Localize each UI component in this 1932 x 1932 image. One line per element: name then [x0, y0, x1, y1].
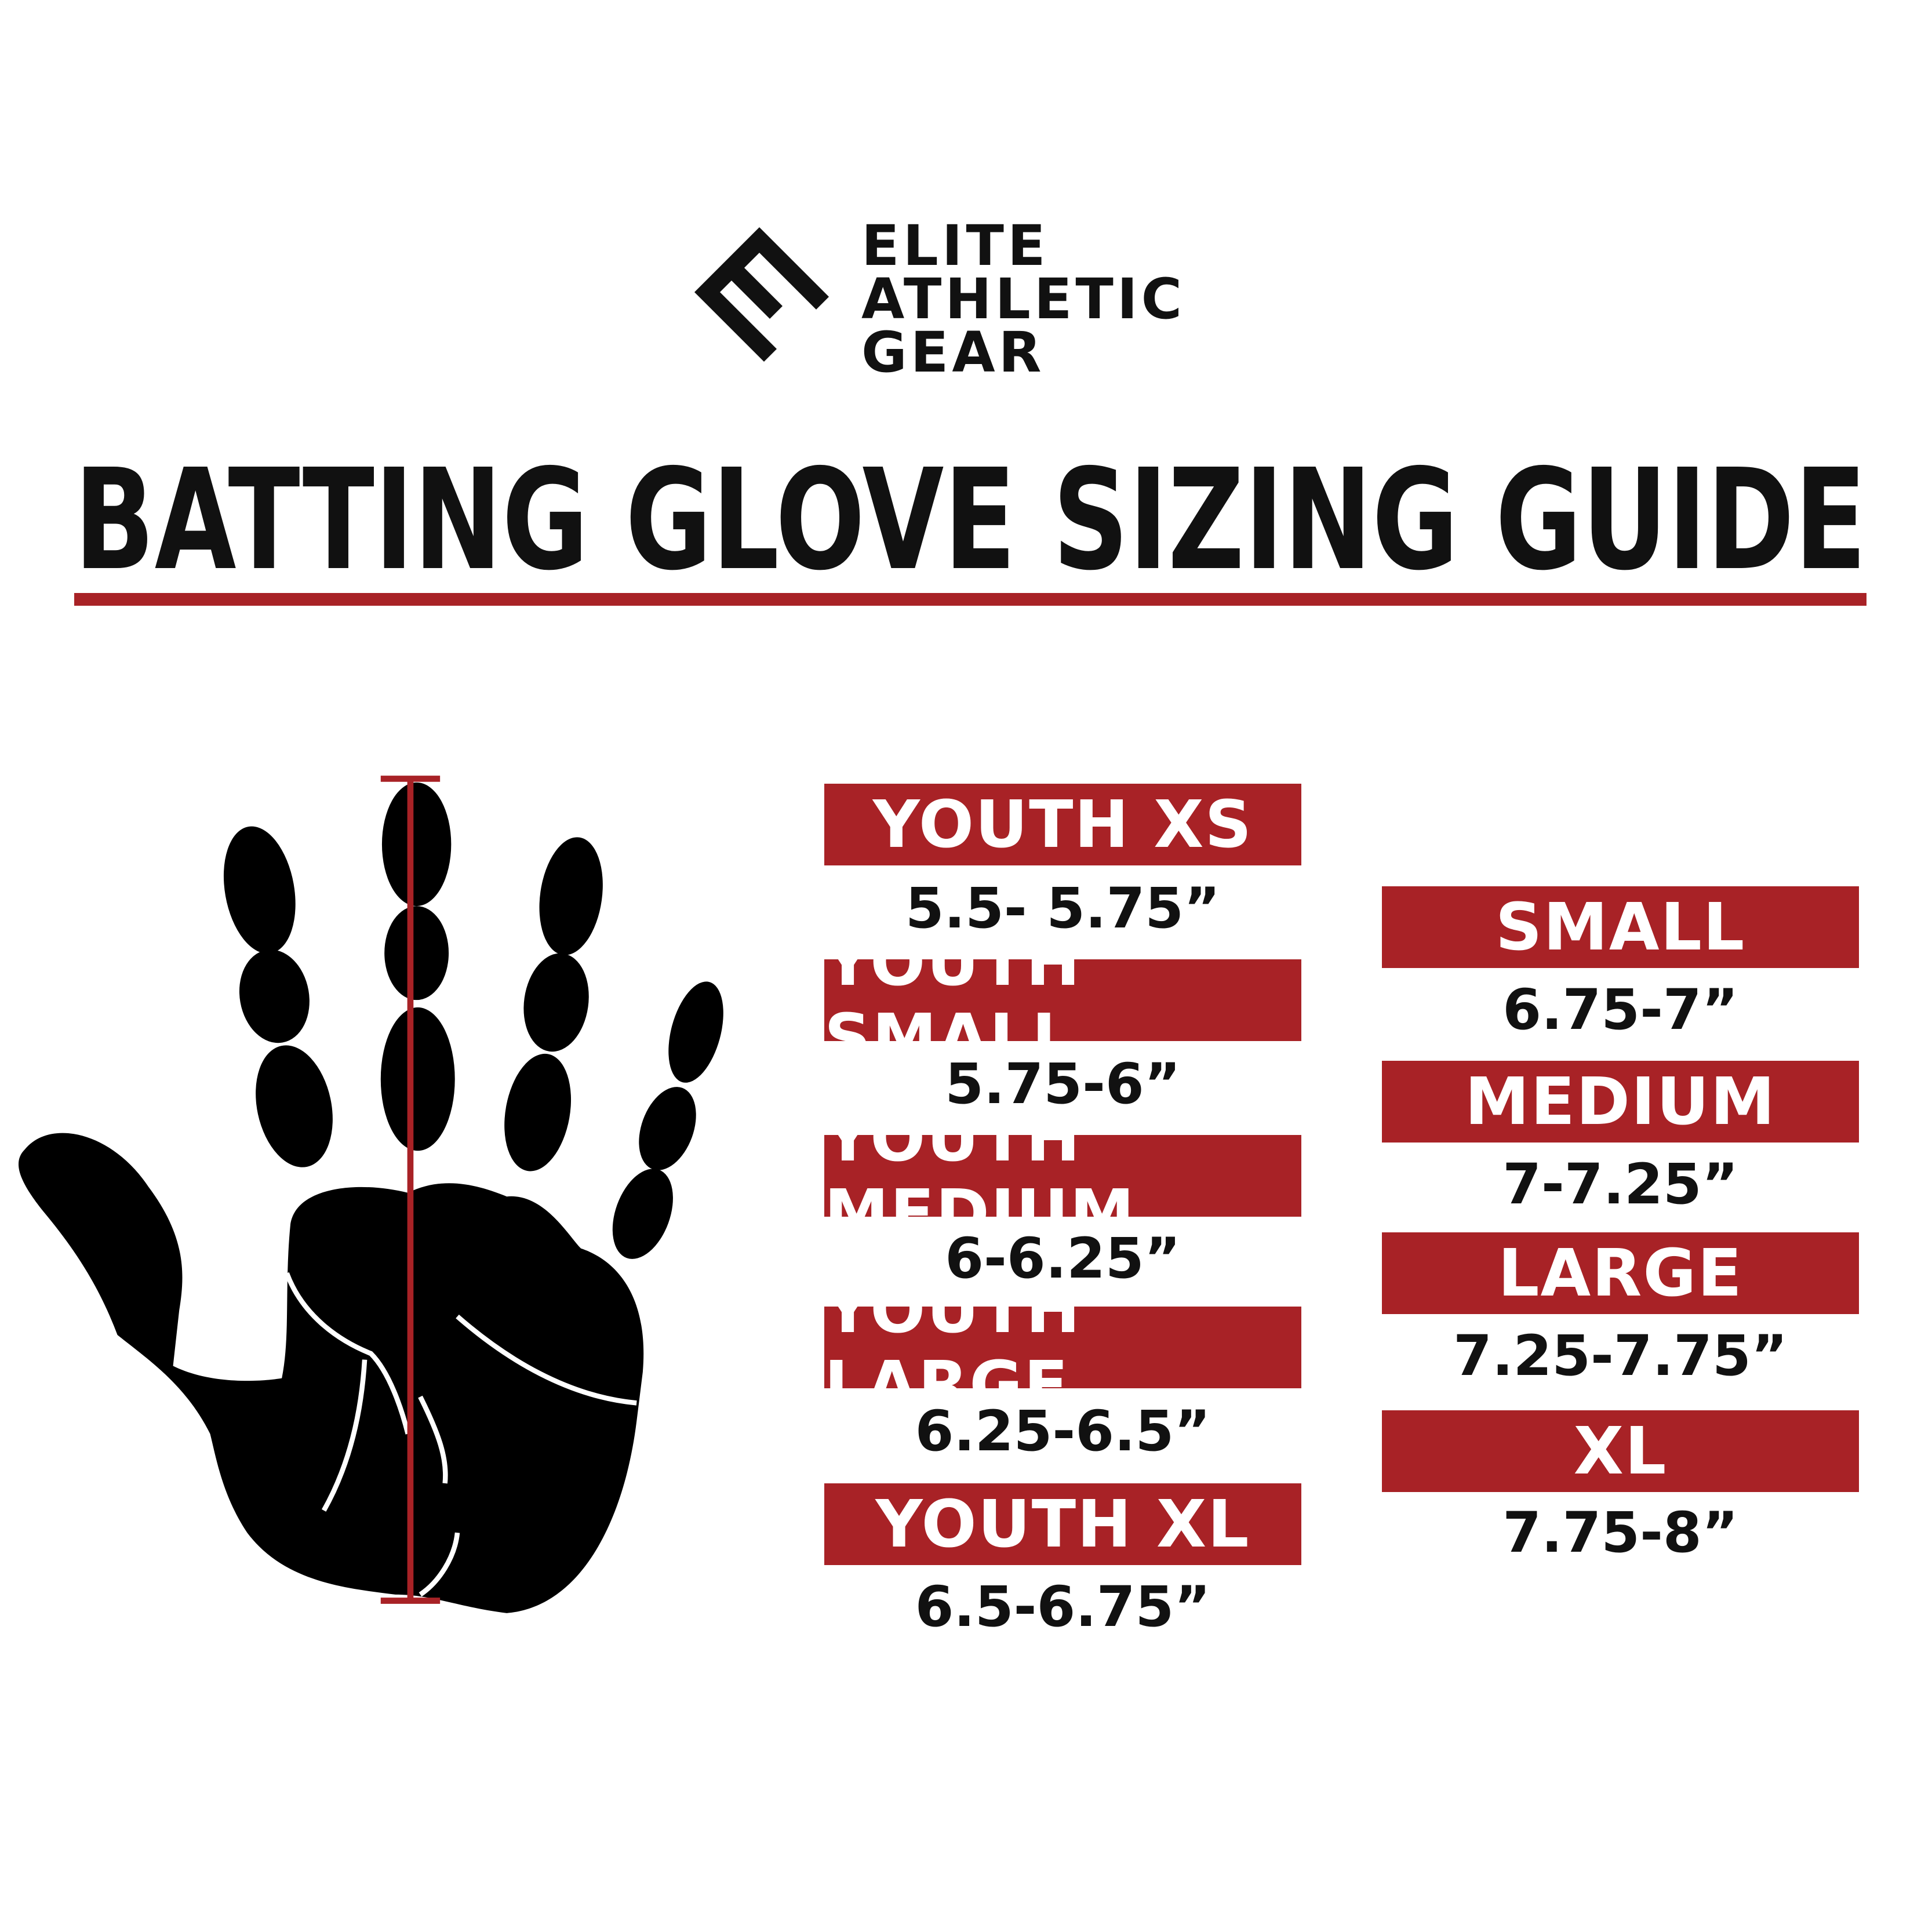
title-underline: [74, 593, 1866, 606]
size-range-large: 7.25-7.75”: [1453, 1323, 1788, 1388]
size-range-youth-large: 6.25-6.5”: [915, 1399, 1211, 1464]
page-title-text: BATTING GLOVE SIZING GUIDE: [74, 458, 1866, 580]
brand-line-1: ELITE: [861, 213, 1049, 278]
brand-line-2: ATHLETIC: [861, 267, 1186, 332]
size-label-small: SMALL: [1382, 886, 1859, 968]
page-title: BATTING GLOVE SIZING GUIDE: [74, 458, 1866, 580]
size-label-youth-small: YOUTH SMALL: [824, 925, 1301, 1076]
size-range-youth-small: 5.75-6”: [945, 1051, 1181, 1116]
brand-line-3: GEAR: [861, 320, 1045, 385]
size-range-small: 6.75-7”: [1502, 977, 1738, 1042]
size-label-large: LARGE: [1382, 1232, 1859, 1314]
size-range-medium: 7-7.25”: [1502, 1152, 1738, 1217]
size-label-youth-xl: YOUTH XL: [824, 1483, 1301, 1565]
size-range-youth-xl: 6.5-6.75”: [915, 1574, 1211, 1639]
size-label-youth-medium: YOUTH MEDIUM: [824, 1101, 1301, 1251]
brand-logo-icon: [694, 227, 829, 362]
size-range-youth-medium: 6-6.25”: [945, 1226, 1181, 1291]
size-range-xl: 7.75-8”: [1502, 1500, 1738, 1565]
size-label-medium: MEDIUM: [1382, 1061, 1859, 1143]
size-label-xl: XL: [1382, 1410, 1859, 1492]
size-label-youth-large: YOUTH LARGE: [824, 1272, 1301, 1423]
size-range-youth-xs: 5.5- 5.75”: [905, 876, 1221, 941]
size-label-youth-xs: YOUTH XS: [824, 784, 1301, 865]
